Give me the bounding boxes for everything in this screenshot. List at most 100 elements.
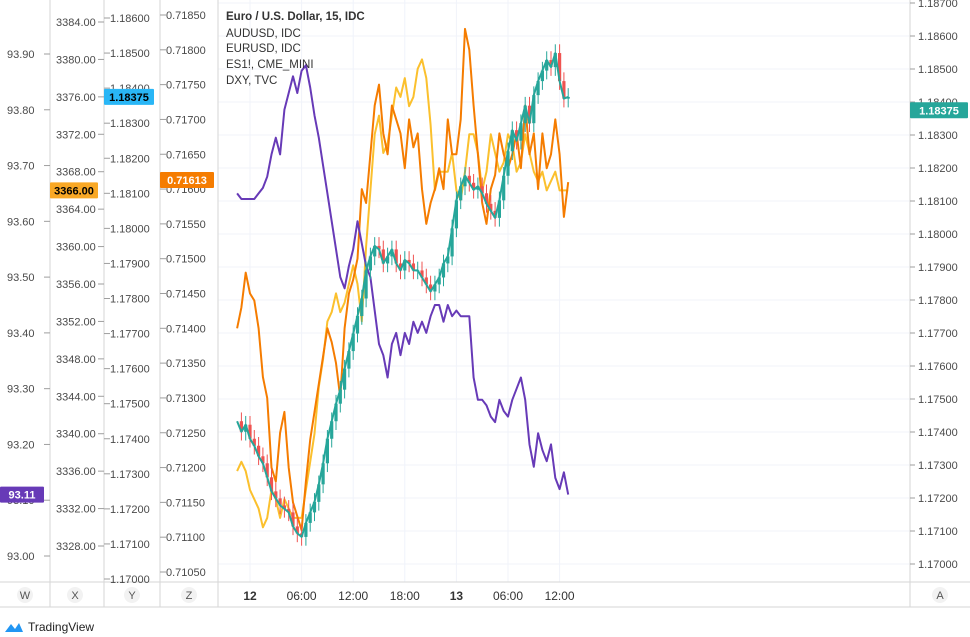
axis-tick-label-a: 1.17000	[918, 559, 958, 571]
eurusd-candle-body[interactable]	[398, 263, 403, 271]
eurusd-candle-body[interactable]	[523, 105, 527, 124]
axis-button-z[interactable]: Z	[181, 587, 197, 603]
data-point	[262, 187, 263, 188]
eurusd-candle-body[interactable]	[390, 249, 394, 257]
data-point	[512, 130, 513, 131]
data-point	[348, 293, 349, 294]
eurusd-candle-body[interactable]	[519, 123, 523, 141]
eurusd-candle-body[interactable]	[274, 491, 278, 499]
eurusd-candle-body[interactable]	[386, 256, 390, 264]
eurusd-candle-body[interactable]	[244, 424, 248, 432]
axis-button-y[interactable]: Y	[124, 587, 140, 603]
eurusd-candle-body[interactable]	[261, 456, 265, 464]
eurusd-candle-body[interactable]	[433, 284, 437, 292]
eurusd-candle-body[interactable]	[437, 277, 441, 285]
eurusd-candle-body[interactable]	[239, 421, 243, 432]
eurusd-candle-body[interactable]	[553, 53, 557, 68]
eurusd-candle-body[interactable]	[334, 403, 338, 422]
eurusd-candle-body[interactable]	[269, 477, 274, 492]
eurusd-candle-body[interactable]	[515, 130, 519, 141]
eurusd-candle-body[interactable]	[497, 200, 501, 218]
eurusd-candle-body[interactable]	[472, 182, 476, 190]
eurusd-candle-body[interactable]	[403, 259, 407, 271]
price-axes[interactable]: 93.90 93.80 93.70 93.60 93.50 93.40 93.30 93.20…	[0, 0, 970, 608]
eurusd-candle-body[interactable]	[295, 526, 299, 534]
eurusd-candle-body[interactable]	[489, 203, 493, 211]
eurusd-candle-body[interactable]	[373, 245, 377, 257]
eurusd-candle-body[interactable]	[562, 81, 566, 99]
series-line-eurusd[interactable]	[236, 52, 569, 538]
eurusd-candle-body[interactable]	[321, 463, 325, 485]
eurusd-candle-body[interactable]	[549, 60, 553, 68]
eurusd-candle-body[interactable]	[347, 351, 351, 369]
eurusd-candle-body[interactable]	[248, 424, 252, 439]
eurusd-candle-body[interactable]	[355, 316, 360, 334]
eurusd-candle-body[interactable]	[291, 512, 295, 527]
data-point	[404, 168, 405, 169]
eurusd-candle-body[interactable]	[411, 263, 415, 271]
eurusd-candle-body[interactable]	[454, 200, 458, 229]
eurusd-candle-body[interactable]	[343, 368, 347, 390]
eurusd-candle-body[interactable]	[480, 186, 484, 194]
data-point	[452, 316, 453, 317]
eurusd-candle-body[interactable]	[368, 256, 372, 271]
eurusd-candle-body[interactable]	[364, 270, 368, 299]
eurusd-candle-body[interactable]	[502, 175, 506, 201]
eurusd-candle-body[interactable]	[540, 70, 544, 82]
data-point	[387, 377, 388, 378]
eurusd-candle-body[interactable]	[506, 151, 510, 176]
eurusd-candle-body[interactable]	[484, 193, 489, 204]
eurusd-candle-body[interactable]	[558, 53, 562, 82]
eurusd-candle-body[interactable]	[338, 389, 342, 404]
time-axis[interactable]: 12 06:00 12:00 18:00 13 06:00 12:00	[243, 589, 575, 603]
eurusd-candle-body[interactable]	[282, 505, 286, 509]
eurusd-candle-body[interactable]	[278, 498, 282, 506]
eurusd-candle-body[interactable]	[360, 298, 364, 317]
time-tick-label: 13	[450, 589, 464, 603]
axis-button-a[interactable]: A	[932, 587, 948, 603]
eurusd-candle-body[interactable]	[441, 263, 446, 278]
eurusd-candle-body[interactable]	[265, 463, 269, 478]
eurusd-candle-body[interactable]	[287, 508, 291, 513]
eurusd-candle-body[interactable]	[257, 445, 261, 457]
eurusd-candle-body[interactable]	[459, 186, 463, 201]
eurusd-candle-body[interactable]	[446, 256, 450, 264]
eurusd-candle-body[interactable]	[532, 95, 536, 124]
eurusd-candle-body[interactable]	[463, 175, 467, 187]
eurusd-candle-body[interactable]	[381, 249, 385, 264]
eurusd-candle-body[interactable]	[424, 277, 428, 285]
eurusd-candle-body[interactable]	[325, 438, 329, 464]
eurusd-candle-body[interactable]	[527, 105, 532, 124]
data-point	[378, 84, 379, 85]
audusd-price-badge: 0.71613	[160, 172, 214, 189]
eurusd-candle-body[interactable]	[510, 130, 514, 152]
eurusd-candle-body[interactable]	[308, 512, 312, 523]
brand[interactable]: TradingView	[4, 619, 94, 635]
eurusd-candle-body[interactable]	[252, 438, 256, 446]
eurusd-candle-body[interactable]	[394, 249, 398, 264]
data-point	[473, 105, 474, 106]
axis-button-w[interactable]: W	[17, 587, 33, 603]
data-point	[310, 512, 311, 513]
axis-button-x[interactable]: X	[67, 587, 83, 603]
eurusd-candle-body[interactable]	[420, 270, 424, 278]
eurusd-candle-body[interactable]	[407, 259, 411, 264]
eurusd-candle-body[interactable]	[351, 333, 355, 352]
eurusd-candle-body[interactable]	[317, 484, 321, 502]
eurusd-candle-body[interactable]	[429, 284, 433, 292]
eurusd-candle-body[interactable]	[330, 421, 334, 439]
plot-area[interactable]	[236, 27, 570, 546]
eurusd-price-badge: 1.18375	[104, 88, 154, 105]
eurusd-candle-body[interactable]	[304, 522, 308, 537]
data-point	[413, 270, 414, 271]
data-point	[542, 449, 543, 450]
eurusd-candle-body[interactable]	[312, 501, 317, 513]
eurusd-candle-body[interactable]	[450, 228, 454, 257]
eurusd-candle-body[interactable]	[536, 81, 540, 96]
axis-tick-label-y: 1.18000	[110, 223, 150, 235]
series-line-dxy[interactable]	[236, 64, 570, 495]
eurusd-candle-body[interactable]	[377, 245, 381, 250]
eurusd-candle-body[interactable]	[467, 175, 471, 183]
eurusd-candle-body[interactable]	[545, 60, 549, 71]
